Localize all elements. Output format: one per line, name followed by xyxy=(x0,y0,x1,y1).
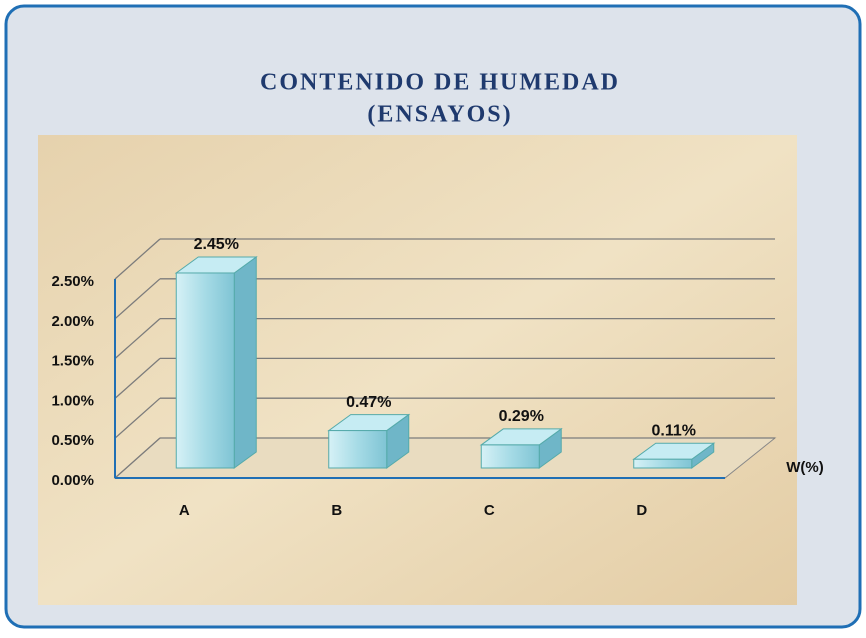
bar xyxy=(174,255,258,469)
wall-line xyxy=(114,397,161,439)
wall-line xyxy=(114,357,161,399)
bar xyxy=(327,413,411,469)
bar xyxy=(632,442,716,469)
x-tick-label: B xyxy=(331,502,342,519)
bar xyxy=(479,427,563,469)
data-label: 0.29% xyxy=(499,408,544,425)
y-tick-label: 1.00% xyxy=(51,392,94,409)
chart-title: (ENSAYOS) xyxy=(367,102,512,128)
bar-side xyxy=(233,255,257,469)
plot-area xyxy=(38,135,797,605)
legend-label: W(%) xyxy=(786,459,824,476)
y-tick-label: 0.00% xyxy=(51,472,94,489)
bar-front xyxy=(480,444,540,469)
y-tick-label: 0.50% xyxy=(51,432,94,449)
wall-line xyxy=(114,238,161,280)
y-tick-label: 2.00% xyxy=(51,313,94,330)
y-tick-label: 2.50% xyxy=(51,273,94,290)
wall-line xyxy=(114,437,161,479)
x-tick-label: A xyxy=(179,502,190,519)
bar-front xyxy=(175,272,235,469)
data-label: 0.47% xyxy=(346,394,391,411)
data-label: 2.45% xyxy=(194,236,239,253)
chart-title: CONTENIDO DE HUMEDAD xyxy=(260,70,620,96)
bar-front xyxy=(328,430,388,469)
wall-line xyxy=(114,318,161,360)
bar-front xyxy=(633,458,693,469)
data-label: 0.11% xyxy=(652,422,696,439)
y-tick-label: 1.50% xyxy=(51,353,94,370)
x-tick-label: D xyxy=(636,502,647,519)
x-tick-label: C xyxy=(484,502,495,519)
wall-line xyxy=(114,278,161,320)
